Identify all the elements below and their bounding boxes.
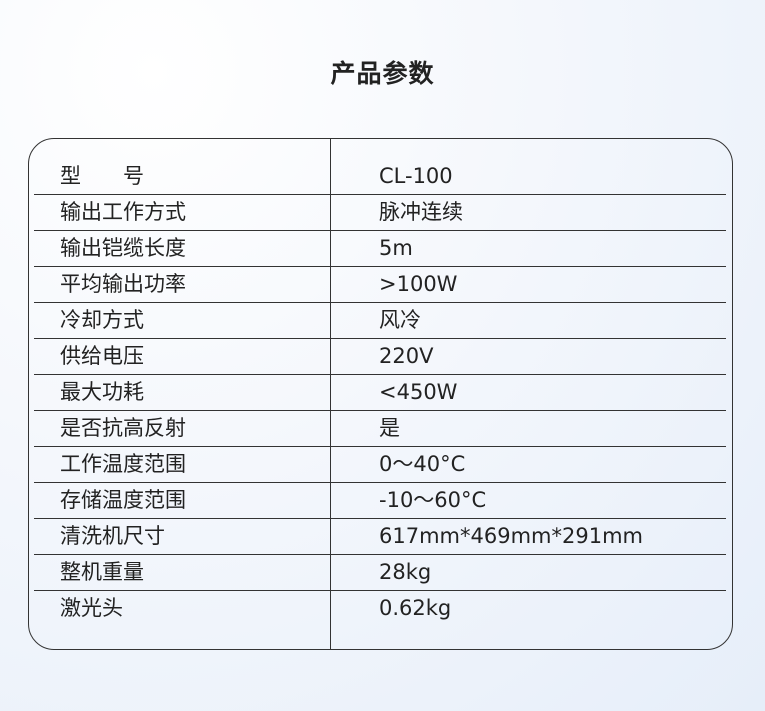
spec-label: 型 号 (60, 164, 144, 188)
spec-value: CL-100 (379, 164, 453, 188)
table-row: 整机重量 28kg (34, 554, 726, 591)
spec-value: 0～40°C (379, 452, 466, 476)
table-row: 激光头 0.62kg (34, 590, 726, 626)
spec-label: 激光头 (60, 596, 123, 620)
spec-label: 输出铠缆长度 (60, 236, 186, 260)
spec-label: 最大功耗 (60, 380, 144, 404)
table-row: 平均输出功率 >100W (34, 266, 726, 303)
spec-label: 存储温度范围 (60, 488, 186, 512)
table-row: 存储温度范围 -10～60°C (34, 482, 726, 519)
table-row: 冷却方式 风冷 (34, 302, 726, 339)
table-row: 清洗机尺寸 617mm*469mm*291mm (34, 518, 726, 555)
spec-value: <450W (379, 380, 458, 404)
page-title: 产品参数 (330, 59, 435, 88)
spec-label: 冷却方式 (60, 308, 144, 332)
spec-value: 脉冲连续 (379, 200, 463, 224)
table-row: 最大功耗 <450W (34, 374, 726, 411)
spec-label: 平均输出功率 (60, 272, 186, 296)
spec-label: 供给电压 (60, 344, 144, 368)
table-row: 供给电压 220V (34, 338, 726, 375)
spec-label: 清洗机尺寸 (60, 524, 165, 548)
spec-value: -10～60°C (379, 488, 487, 512)
spec-value: 0.62kg (379, 596, 452, 620)
spec-table: 型 号 CL-100 输出工作方式 脉冲连续输出铠缆长度 5m 平均输出功率 >100W 冷却… (28, 138, 733, 650)
spec-value: 5m (379, 236, 413, 260)
spec-label: 输出工作方式 (60, 200, 186, 224)
spec-value: 是 (379, 416, 400, 440)
table-row: 输出铠缆长度 5m (34, 230, 726, 267)
spec-value: 617mm*469mm*291mm (379, 524, 643, 548)
spec-label: 整机重量 (60, 560, 144, 584)
table-row: 输出工作方式 脉冲连续 (34, 194, 726, 231)
table-row: 工作温度范围 0～40°C (34, 446, 726, 483)
table-row: 型 号 CL-100 (34, 158, 726, 195)
spec-label: 是否抗高反射 (60, 416, 186, 440)
table-row: 是否抗高反射 是 (34, 410, 726, 447)
spec-value: 220V (379, 344, 434, 368)
spec-value: 风冷 (379, 308, 421, 332)
spec-value: 28kg (379, 560, 432, 584)
spec-label: 工作温度范围 (60, 452, 186, 476)
spec-value: >100W (379, 272, 458, 296)
column-divider (330, 139, 331, 649)
